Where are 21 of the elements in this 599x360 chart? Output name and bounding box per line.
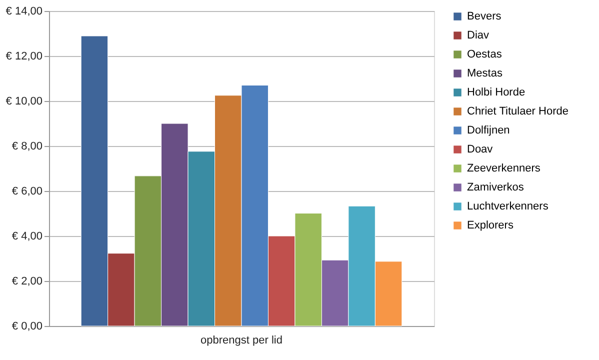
legend-label: Zamiverkos — [467, 182, 524, 194]
legend-label: Luchtverkenners — [467, 200, 549, 212]
legend-label: Bevers — [467, 10, 502, 22]
y-tick-label: € 0,00 — [12, 320, 42, 332]
legend-label: Mestas — [467, 68, 503, 80]
legend-label: Zeeverkenners — [467, 162, 541, 174]
y-tick-label: € 12,00 — [6, 50, 42, 62]
legend-label: Dolfijnen — [467, 124, 510, 136]
legend-label: Explorers — [467, 220, 514, 232]
legend-label: Doav — [467, 144, 494, 156]
legend-label: Chriet Titulaer Horde — [467, 106, 568, 118]
x-tick-label: opbrengst per lid — [200, 334, 282, 346]
y-tick-label: € 6,00 — [12, 186, 42, 198]
y-tick-label: € 10,00 — [6, 96, 42, 108]
legend-label: Diav — [467, 30, 490, 42]
legend-label: Holbi Horde — [467, 86, 526, 98]
y-tick-label: € 8,00 — [12, 140, 42, 152]
legend-label: Oestas — [467, 48, 502, 60]
y-tick-label: € 14,00 — [6, 6, 42, 18]
y-tick-label: € 4,00 — [12, 230, 42, 242]
y-tick-label: € 2,00 — [12, 276, 42, 288]
